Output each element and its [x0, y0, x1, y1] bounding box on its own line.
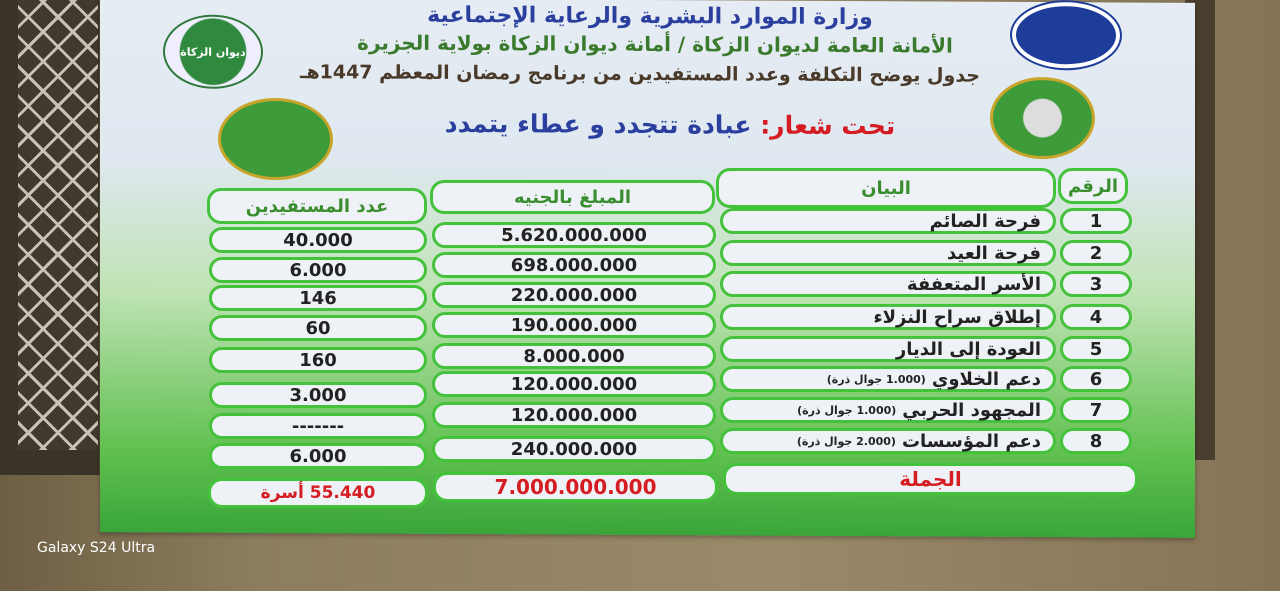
ministry-logo	[1012, 1, 1120, 69]
row-beneficiaries: 160	[209, 347, 427, 373]
row-beneficiaries: 40.000	[209, 227, 427, 253]
header-beneficiaries: عدد المستفيدين	[207, 188, 427, 224]
camera-watermark: Galaxy S24 Ultra	[37, 540, 156, 556]
row-number: 1	[1060, 208, 1132, 234]
row-amount: 698.000.000	[432, 252, 716, 278]
quran-emblem	[990, 76, 1095, 160]
row-amount: 120.000.000	[432, 371, 716, 397]
zakat-title: الأمانة العامة لديوان الزكاة / أمانة ديو…	[357, 30, 953, 58]
row-number: 7	[1060, 397, 1132, 423]
row-number: 3	[1060, 271, 1132, 297]
row-amount: 220.000.000	[432, 282, 716, 308]
row-number: 5	[1060, 336, 1132, 362]
row-statement: دعم المؤسسات (2.000 جوال ذرة)	[720, 428, 1056, 454]
row-amount: 8.000.000	[432, 343, 716, 369]
row-amount: 5.620.000.000	[432, 222, 716, 248]
statement-text: دعم الخلاوي	[931, 368, 1041, 390]
statement-note: (2.000 جوال ذرة)	[796, 434, 896, 448]
total-amount: 7.000.000.000	[433, 472, 718, 502]
row-statement: فرحة الصائم	[720, 208, 1056, 234]
row-statement: فرحة العيد	[720, 240, 1056, 266]
statement-text: الأسر المتعففة	[906, 273, 1041, 295]
row-number: 8	[1060, 428, 1132, 454]
header-number: الرقم	[1058, 168, 1128, 204]
statement-text: المجهود الحربي	[902, 399, 1041, 421]
table-description: جدول يوضح التكلفة وعدد المستفيدين من برن…	[299, 61, 980, 87]
statement-note: (1.000 جوال ذرة)	[826, 372, 926, 386]
row-beneficiaries: 146	[209, 285, 427, 311]
row-amount: 190.000.000	[432, 312, 716, 338]
header-statement: البيان	[716, 168, 1056, 208]
row-beneficiaries: 6.000	[209, 257, 427, 283]
row-statement: دعم الخلاوي (1.000 جوال ذرة)	[720, 366, 1056, 392]
row-statement: الأسر المتعففة	[720, 271, 1056, 297]
hand-plant-emblem	[218, 97, 333, 181]
row-statement: إطلاق سراح النزلاء	[720, 304, 1056, 330]
row-statement: العودة إلى الديار	[720, 336, 1056, 362]
row-amount: 120.000.000	[432, 402, 716, 428]
ministry-title: وزارة الموارد البشرية والرعاية الإجتماعي…	[427, 2, 873, 31]
statement-text: إطلاق سراح النزلاء	[873, 306, 1041, 328]
window-grill	[18, 0, 98, 450]
row-beneficiaries: -------	[209, 413, 427, 439]
row-beneficiaries: 60	[209, 315, 427, 341]
header-amount: المبلغ بالجنيه	[430, 180, 715, 214]
window-frame	[0, 0, 105, 475]
row-statement: المجهود الحربي (1.000 جوال ذرة)	[720, 397, 1056, 423]
row-number: 2	[1060, 240, 1132, 266]
slogan-text: عبادة تتجدد و عطاء يتمدد	[444, 108, 752, 140]
slogan: تحت شعار: عبادة تتجدد و عطاء يتمدد	[370, 109, 970, 141]
total-label: الجملة	[723, 463, 1138, 495]
statement-text: العودة إلى الديار	[895, 338, 1041, 360]
statement-note: (1.000 جوال ذرة)	[797, 403, 897, 417]
zakat-chamber-logo: ديوان الزكاة	[163, 14, 263, 89]
row-beneficiaries: 3.000	[209, 382, 427, 408]
statement-text: فرحة العيد	[947, 242, 1041, 264]
row-number: 4	[1060, 304, 1132, 330]
row-amount: 240.000.000	[432, 436, 716, 462]
total-beneficiaries: 55.440 أسرة	[208, 478, 428, 508]
statement-text: فرحة الصائم	[929, 210, 1041, 232]
row-beneficiaries: 6.000	[209, 443, 427, 469]
statement-text: دعم المؤسسات	[901, 430, 1041, 452]
row-number: 6	[1060, 366, 1132, 392]
slogan-prefix: تحت شعار:	[760, 110, 896, 141]
